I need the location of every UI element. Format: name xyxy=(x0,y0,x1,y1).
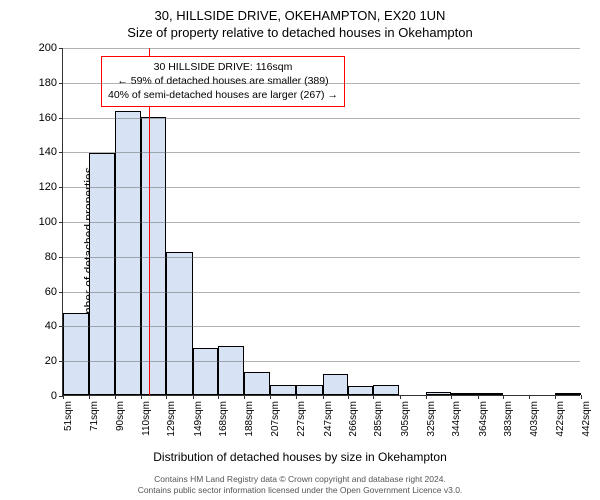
x-tick-mark xyxy=(218,395,219,399)
x-tick-mark xyxy=(296,395,297,399)
grid-line xyxy=(63,326,580,327)
x-tick-mark xyxy=(400,395,401,399)
x-tick-label: 149sqm xyxy=(193,401,204,437)
grid-line xyxy=(63,222,580,223)
histogram-bar xyxy=(115,111,141,395)
histogram-bar xyxy=(323,374,348,395)
x-tick-mark xyxy=(166,395,167,399)
grid-line xyxy=(63,187,580,188)
x-tick-label: 51sqm xyxy=(63,401,74,431)
grid-line xyxy=(63,83,580,84)
grid-line xyxy=(63,152,580,153)
footer-line2: Contains public sector information licen… xyxy=(0,485,600,496)
y-tick-label: 140 xyxy=(39,146,63,158)
y-tick-label: 160 xyxy=(39,112,63,124)
annotation-box: 30 HILLSIDE DRIVE: 116sqm ← 59% of detac… xyxy=(101,56,345,107)
x-tick-label: 168sqm xyxy=(218,401,229,437)
y-tick-label: 180 xyxy=(39,77,63,89)
grid-line xyxy=(63,257,580,258)
x-tick-label: 442sqm xyxy=(581,401,592,437)
annotation-line3: 40% of semi-detached houses are larger (… xyxy=(108,88,338,102)
histogram-bar xyxy=(166,252,192,395)
histogram-bar xyxy=(218,346,244,395)
grid-line xyxy=(63,48,580,49)
grid-line xyxy=(63,292,580,293)
x-tick-label: 285sqm xyxy=(373,401,384,437)
x-tick-label: 383sqm xyxy=(503,401,514,437)
x-tick-label: 110sqm xyxy=(141,401,152,436)
histogram-bar xyxy=(348,386,373,395)
x-tick-mark xyxy=(478,395,479,399)
x-tick-mark xyxy=(244,395,245,399)
y-tick-label: 200 xyxy=(39,42,63,54)
annotation-line1: 30 HILLSIDE DRIVE: 116sqm xyxy=(108,60,338,74)
histogram-bar xyxy=(193,348,218,395)
x-tick-label: 227sqm xyxy=(296,401,307,437)
x-tick-label: 247sqm xyxy=(323,401,334,437)
x-tick-label: 90sqm xyxy=(115,401,126,431)
x-tick-label: 325sqm xyxy=(426,401,437,437)
y-tick-label: 80 xyxy=(45,251,63,263)
x-tick-mark xyxy=(193,395,194,399)
histogram-bar xyxy=(451,393,477,395)
chart-container: 30, HILLSIDE DRIVE, OKEHAMPTON, EX20 1UN… xyxy=(0,0,600,500)
x-tick-mark xyxy=(426,395,427,399)
footer: Contains HM Land Registry data © Crown c… xyxy=(0,474,600,496)
x-tick-label: 344sqm xyxy=(451,401,462,437)
x-tick-label: 188sqm xyxy=(244,401,255,437)
histogram-bar xyxy=(296,385,322,395)
x-tick-label: 71sqm xyxy=(89,401,100,431)
histogram-bar xyxy=(89,153,114,395)
y-tick-label: 20 xyxy=(45,355,63,367)
x-tick-mark xyxy=(348,395,349,399)
histogram-bar xyxy=(373,385,399,395)
x-tick-mark xyxy=(581,395,582,399)
grid-line xyxy=(63,361,580,362)
x-tick-mark xyxy=(503,395,504,399)
annotation-line2: ← 59% of detached houses are smaller (38… xyxy=(108,74,338,88)
x-tick-mark xyxy=(323,395,324,399)
y-tick-label: 60 xyxy=(45,286,63,298)
x-tick-mark xyxy=(141,395,142,399)
plot-area: 30 HILLSIDE DRIVE: 116sqm ← 59% of detac… xyxy=(62,48,580,396)
y-tick-label: 100 xyxy=(39,216,63,228)
x-tick-label: 403sqm xyxy=(529,401,540,437)
x-tick-label: 266sqm xyxy=(348,401,359,437)
grid-line xyxy=(63,118,580,119)
chart-title-line2: Size of property relative to detached ho… xyxy=(0,25,600,40)
y-tick-label: 120 xyxy=(39,181,63,193)
histogram-bar xyxy=(478,393,503,395)
x-tick-mark xyxy=(529,395,530,399)
histogram-bar xyxy=(426,392,451,395)
footer-line1: Contains HM Land Registry data © Crown c… xyxy=(0,474,600,485)
x-tick-mark xyxy=(63,395,64,399)
x-tick-mark xyxy=(555,395,556,399)
histogram-bar xyxy=(270,385,296,395)
x-tick-mark xyxy=(115,395,116,399)
x-tick-mark xyxy=(270,395,271,399)
chart-title-line1: 30, HILLSIDE DRIVE, OKEHAMPTON, EX20 1UN xyxy=(0,8,600,23)
x-tick-label: 207sqm xyxy=(270,401,281,437)
x-tick-mark xyxy=(373,395,374,399)
y-tick-label: 40 xyxy=(45,320,63,332)
x-tick-label: 305sqm xyxy=(400,401,411,437)
histogram-bar xyxy=(141,117,166,395)
x-tick-label: 129sqm xyxy=(166,401,177,437)
y-tick-label: 0 xyxy=(51,390,63,402)
histogram-bar xyxy=(244,372,269,395)
x-tick-label: 422sqm xyxy=(555,401,566,437)
x-tick-mark xyxy=(451,395,452,399)
histogram-bar xyxy=(555,393,581,395)
x-axis-label: Distribution of detached houses by size … xyxy=(0,450,600,464)
x-tick-label: 364sqm xyxy=(478,401,489,437)
x-tick-mark xyxy=(89,395,90,399)
